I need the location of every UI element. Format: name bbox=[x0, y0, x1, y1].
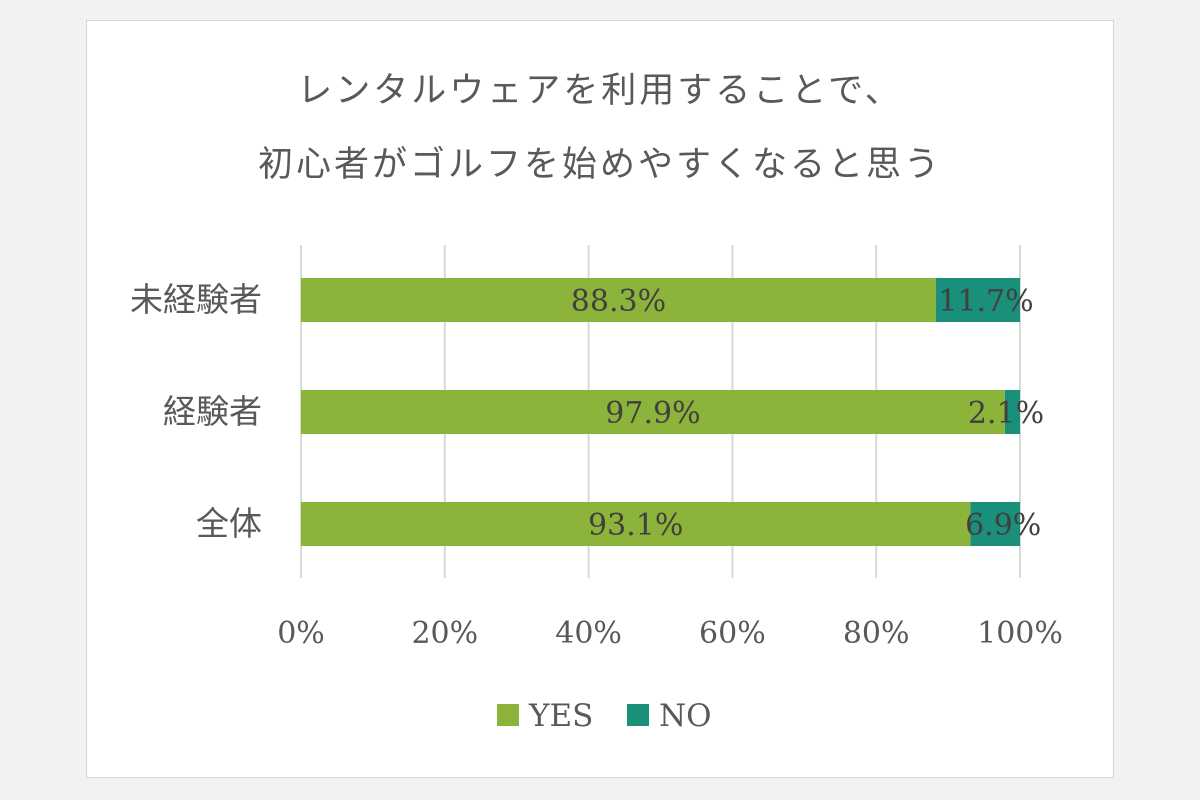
data-label-yes: 97.9% bbox=[605, 396, 700, 431]
data-label-no: 6.9% bbox=[965, 508, 1041, 543]
x-tick-label: 100% bbox=[977, 616, 1063, 651]
category-label: 未経験者 bbox=[130, 280, 262, 319]
x-tick-label: 40% bbox=[555, 616, 622, 651]
category-label: 全体 bbox=[196, 504, 262, 543]
bar-no bbox=[935, 278, 1020, 322]
data-label-yes: 88.3% bbox=[571, 284, 666, 319]
chart-title-line-1: レンタルウェアを利用することで、 bbox=[297, 71, 903, 111]
x-tick-label: 60% bbox=[699, 616, 766, 651]
bar-no bbox=[970, 502, 1020, 546]
bar-no bbox=[1004, 390, 1020, 434]
data-label-no: 11.7% bbox=[938, 284, 1033, 319]
bar-yes bbox=[301, 278, 936, 322]
chart-title-line-2: 初心者がゴルフを始めやすくなると思う bbox=[257, 145, 942, 185]
bar-yes bbox=[301, 502, 971, 546]
legend-swatch-no bbox=[627, 704, 649, 726]
x-tick-label: 20% bbox=[411, 616, 478, 651]
legend-label-yes: YES bbox=[528, 698, 593, 734]
bar-yes bbox=[301, 390, 1005, 434]
x-tick-label: 0% bbox=[277, 616, 325, 651]
x-tick-label: 80% bbox=[843, 616, 910, 651]
legend-swatch-yes bbox=[497, 704, 519, 726]
legend-label-no: NO bbox=[659, 698, 712, 734]
category-label: 経験者 bbox=[163, 392, 262, 431]
data-label-no: 2.1% bbox=[968, 396, 1044, 431]
data-label-yes: 93.1% bbox=[588, 508, 683, 543]
